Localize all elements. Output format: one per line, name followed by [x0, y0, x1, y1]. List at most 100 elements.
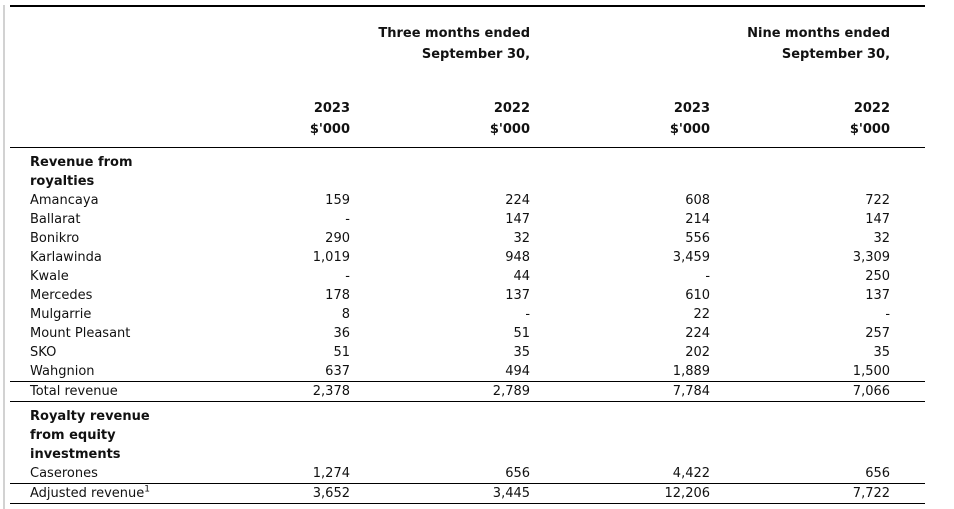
row-label: Adjusted revenue — [30, 486, 145, 501]
row-label: Bonikro — [30, 231, 80, 246]
empty-cell — [205, 148, 385, 192]
section-title: Royalty revenue from equity investments — [30, 409, 150, 462]
table-row: Karlawinda 1,019 948 3,459 3,309 — [10, 248, 925, 267]
section-title-cell: Royalty revenue from equity investments — [10, 402, 205, 465]
cell-value: 610 — [685, 288, 711, 303]
row-label: Wahgnion — [30, 364, 95, 379]
cell-value: 722 — [865, 193, 891, 208]
empty-cell — [10, 6, 205, 65]
cell-value: 51 — [513, 326, 531, 341]
cell-value: 2,789 — [385, 381, 566, 402]
cell-value: 202 — [685, 345, 711, 360]
column-header-9m-2022: 2022 $'000 — [745, 65, 926, 148]
cell-value: 1,019 — [312, 250, 350, 265]
table-row: Caserones 1,274 656 4,422 656 — [10, 464, 926, 484]
table-row: Kwale - 44 - 250 — [10, 267, 925, 286]
year-label: 2023 — [313, 101, 350, 116]
unit-label: $'000 — [489, 122, 531, 137]
cell-value: 656 — [745, 464, 926, 484]
row-label: Mercedes — [30, 288, 93, 303]
table-row: Wahgnion 637 494 1,889 1,500 — [10, 362, 926, 382]
year-label: 2023 — [673, 101, 711, 116]
cell-value: 1,274 — [205, 464, 385, 484]
row-label-cell: Karlawinda — [10, 248, 205, 267]
empty-cell — [385, 402, 565, 465]
cell-value: 2,378 — [205, 381, 385, 402]
empty-cell — [745, 402, 925, 465]
column-header-9m-2023: 2023 $'000 — [565, 65, 746, 148]
cell-value: 12,206 — [565, 483, 746, 504]
table-row: Bonikro 290 32 556 32 — [10, 229, 925, 248]
cell-value: 178 — [325, 288, 350, 303]
empty-cell — [385, 148, 565, 192]
cell-value: 8 — [341, 307, 350, 322]
cell-value: - — [705, 269, 711, 284]
cell-value: 224 — [505, 193, 531, 208]
cell-value: 7,722 — [745, 483, 926, 504]
cell-value: 1,889 — [565, 362, 746, 382]
unit-label: $'000 — [849, 122, 891, 137]
table-row: SKO 51 35 202 35 — [10, 343, 925, 362]
period-header-row: Three months ended September 30, Nine mo… — [10, 6, 925, 65]
row-label: SKO — [30, 345, 57, 360]
table-row: Ballarat - 147 214 147 — [10, 210, 925, 229]
row-label: Kwale — [30, 269, 69, 284]
cell-value: 7,784 — [565, 381, 746, 402]
cell-value: 290 — [325, 231, 350, 246]
page: { "colors": { "text": "#111111", "rule_l… — [0, 5, 954, 509]
footnote-marker: 1 — [144, 484, 150, 495]
row-label: Mount Pleasant — [30, 326, 131, 341]
empty-cell — [565, 148, 745, 192]
column-header-3m-2023: 2023 $'000 — [205, 65, 385, 148]
cell-value: 51 — [333, 345, 350, 360]
cell-value: - — [525, 307, 531, 322]
cell-value: 7,066 — [745, 381, 926, 402]
cell-value: 250 — [865, 269, 891, 284]
cell-value: 214 — [685, 212, 711, 227]
cell-value: 494 — [385, 362, 566, 382]
row-label: Karlawinda — [30, 250, 102, 265]
cell-value: 35 — [513, 345, 531, 360]
cell-value: 656 — [385, 464, 566, 484]
period-header-line1: Three months ended — [378, 26, 531, 41]
empty-cell — [205, 402, 385, 465]
cell-value: 608 — [685, 193, 711, 208]
cell-value: 35 — [873, 345, 891, 360]
row-label: Caserones — [30, 466, 98, 481]
section-title: Revenue from royalties — [30, 155, 133, 189]
row-label-cell: Mulgarrie — [10, 305, 205, 324]
cell-value: 137 — [865, 288, 891, 303]
year-header-row: 2023 $'000 2022 $'000 2023 $'000 2022 $'… — [10, 65, 926, 148]
row-label-cell: SKO — [10, 343, 205, 362]
period-header-line2: September 30, — [781, 47, 891, 62]
empty-cell — [745, 148, 925, 192]
row-label-cell: Wahgnion — [10, 362, 205, 382]
cell-value: 22 — [693, 307, 711, 322]
cell-value: 257 — [865, 326, 891, 341]
empty-cell — [10, 65, 205, 148]
cell-value: 3,652 — [205, 483, 385, 504]
year-label: 2022 — [493, 101, 531, 116]
cell-value: 4,422 — [565, 464, 746, 484]
row-label-cell: Bonikro — [10, 229, 205, 248]
cell-value: 147 — [865, 212, 891, 227]
table-row: Mount Pleasant 36 51 224 257 — [10, 324, 925, 343]
row-label: Mulgarrie — [30, 307, 92, 322]
period-header-nine-months: Nine months ended September 30, — [565, 6, 925, 65]
row-label-cell: Mount Pleasant — [10, 324, 205, 343]
cell-value: 44 — [513, 269, 531, 284]
empty-cell — [565, 402, 745, 465]
cell-value: - — [345, 212, 350, 227]
cell-value: 948 — [505, 250, 531, 265]
cell-value: - — [885, 307, 891, 322]
table-row: Amancaya 159 224 608 722 — [10, 191, 925, 210]
cell-value: 159 — [325, 193, 350, 208]
royalty-revenue-table: Three months ended September 30, Nine mo… — [10, 5, 926, 504]
cell-value: 3,445 — [385, 483, 566, 504]
cell-value: 637 — [205, 362, 385, 382]
row-label-cell: Kwale — [10, 267, 205, 286]
period-header-line2: September 30, — [421, 47, 531, 62]
cell-value: - — [345, 269, 350, 284]
cell-value: 3,459 — [672, 250, 711, 265]
row-label: Amancaya — [30, 193, 99, 208]
